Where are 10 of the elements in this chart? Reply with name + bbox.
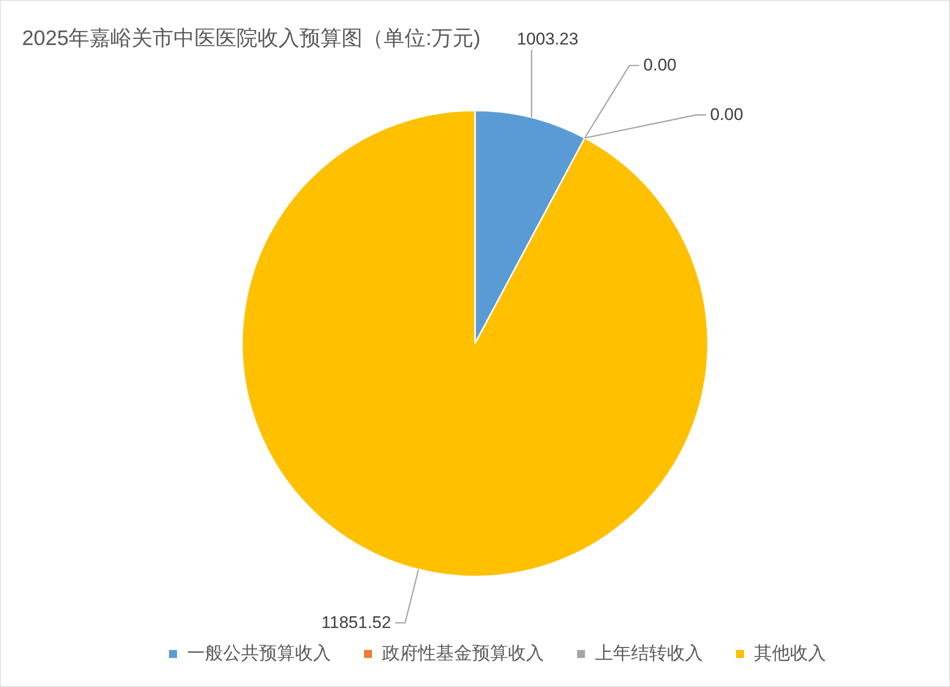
legend-label: 一般公共预算收入: [187, 643, 331, 663]
text: 0.00: [710, 104, 744, 124]
legend-label: 其他收入: [754, 643, 826, 663]
text: 0.00: [643, 56, 676, 74]
legend-label: 上年结转收入: [595, 643, 703, 663]
data-label: 11851.52: [321, 612, 392, 632]
chart-title: 2025年嘉峪关市中医医院收入预算图（单位:万元): [22, 27, 481, 50]
legend-label: 政府性基金预算收入: [382, 643, 544, 663]
data-label: 1003.23: [516, 30, 578, 49]
pie-slice: [241, 110, 708, 577]
